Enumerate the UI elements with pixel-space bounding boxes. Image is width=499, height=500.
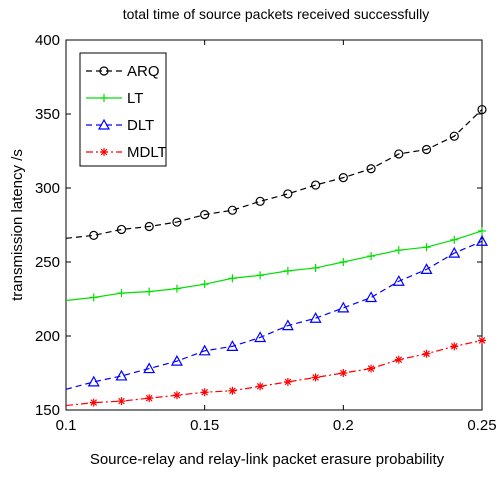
y-axis-label: transmission latency /s <box>9 149 26 301</box>
star-marker <box>100 148 108 156</box>
star-marker <box>117 397 126 406</box>
legend: ARQ LT DLT MDLT <box>79 52 167 167</box>
series-mdlt <box>65 336 486 407</box>
circle-marker <box>421 144 432 155</box>
legend-label: MDLT <box>127 144 167 161</box>
plus-marker <box>100 94 108 102</box>
x-tick-label: 0.25 <box>467 417 496 434</box>
plus-marker <box>394 246 403 255</box>
plus-marker <box>228 274 237 283</box>
circle-marker <box>311 180 321 190</box>
x-tick-label: 0.15 <box>190 417 219 434</box>
star-marker <box>256 382 265 391</box>
star-marker <box>367 364 376 373</box>
legend-label: DLT <box>127 117 154 134</box>
triangle-marker <box>97 118 111 130</box>
series-lt <box>65 226 486 302</box>
y-tick-label: 300 <box>35 180 60 197</box>
legend-entry: DLT <box>86 117 154 134</box>
star-marker <box>339 369 348 377</box>
circle-marker <box>449 131 459 141</box>
series-line <box>65 240 483 390</box>
circle-marker <box>338 173 348 183</box>
star-marker <box>422 349 431 358</box>
triangle-marker <box>448 246 461 258</box>
series-line <box>65 339 483 407</box>
series-layer <box>65 104 489 407</box>
star-marker <box>450 342 459 351</box>
y-tick-label: 400 <box>35 32 60 49</box>
plus-marker <box>339 258 348 266</box>
series-dlt <box>65 235 489 390</box>
x-axis-label: Source-relay and relay-link packet erasu… <box>90 451 445 468</box>
plus-marker <box>367 252 376 261</box>
legend-box <box>79 52 167 167</box>
star-marker <box>283 377 292 386</box>
plus-marker <box>256 271 265 280</box>
circle-marker <box>366 164 376 174</box>
plus-marker <box>450 235 459 244</box>
circle-marker <box>255 196 265 206</box>
triangle-marker <box>420 263 433 274</box>
x-tick-label: 0.2 <box>333 417 354 434</box>
triangle-marker <box>198 344 211 356</box>
legend-entry: LT <box>86 90 143 107</box>
star-marker <box>478 336 486 345</box>
triangle-marker <box>337 301 350 313</box>
plus-marker <box>283 266 292 275</box>
circle-marker <box>227 205 237 215</box>
chart-title: total time of source packets received su… <box>123 6 430 22</box>
circle-marker <box>89 230 99 240</box>
circle-marker <box>200 210 210 220</box>
plus-marker <box>89 293 98 302</box>
x-tick-label: 0.1 <box>56 417 77 434</box>
circle-marker <box>477 104 487 115</box>
circle-marker <box>144 221 154 232</box>
star-marker <box>145 394 154 403</box>
star-marker <box>172 391 181 400</box>
plus-marker <box>311 263 320 272</box>
legend-entry: ARQ <box>86 63 160 80</box>
y-tick-label: 250 <box>35 254 60 271</box>
legend-label: LT <box>127 90 143 107</box>
legend-label: ARQ <box>127 63 160 80</box>
plus-marker <box>200 280 209 289</box>
star-marker <box>311 373 320 382</box>
star-marker <box>394 355 403 364</box>
triangle-marker <box>281 319 294 331</box>
legend-entry: MDLT <box>86 144 167 161</box>
circle-marker <box>394 149 404 159</box>
triangle-marker <box>170 354 183 366</box>
plus-marker <box>172 284 181 293</box>
circle-marker <box>99 66 109 76</box>
triangle-marker <box>115 369 128 381</box>
circle-marker <box>116 224 127 235</box>
triangle-marker <box>392 275 405 286</box>
triangle-marker <box>475 235 489 246</box>
triangle-marker <box>143 362 156 374</box>
star-marker <box>228 386 237 395</box>
y-tick-label: 350 <box>35 106 60 123</box>
triangle-marker <box>309 312 322 323</box>
plus-marker <box>117 289 126 298</box>
star-marker <box>89 398 98 407</box>
triangle-marker <box>226 340 239 351</box>
triangle-marker <box>87 375 100 387</box>
series-line <box>65 230 483 302</box>
plus-marker <box>422 243 431 252</box>
plus-marker <box>145 287 154 296</box>
series-arq <box>65 104 487 240</box>
star-marker <box>200 388 209 397</box>
y-tick-label: 150 <box>35 402 60 419</box>
circle-marker <box>172 217 182 227</box>
y-tick-label: 200 <box>35 328 60 345</box>
triangle-marker <box>365 291 378 303</box>
series-line <box>65 109 483 239</box>
triangle-marker <box>254 331 267 343</box>
axis-ticks: 0.1 0.15 0.2 0.25 150 200 250 300 350 400 <box>35 32 497 434</box>
circle-marker <box>283 189 293 199</box>
plus-marker <box>478 226 486 235</box>
